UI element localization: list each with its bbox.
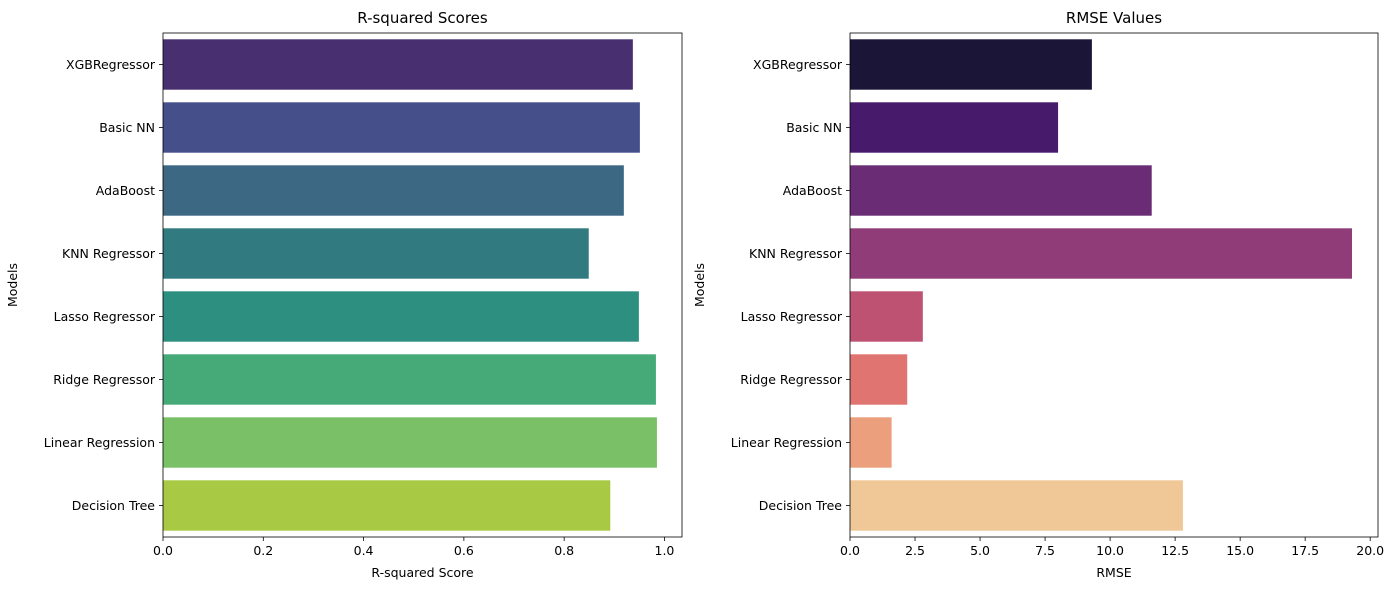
rmse-ytick-label-lasso-regressor: Lasso Regressor xyxy=(741,309,843,324)
r2-bar-knn-regressor xyxy=(163,228,589,279)
rmse-xtick-label: 20.0 xyxy=(1356,543,1384,558)
r2-bar-decision-tree xyxy=(163,480,611,531)
r2-plot-frame xyxy=(162,32,683,538)
rmse-ytick-label-adaboost: AdaBoost xyxy=(783,183,842,198)
r2-ytick-label-adaboost: AdaBoost xyxy=(96,183,155,198)
r-squared-chart: XGBRegressor Basic NN AdaBoost KNN Regresso… xyxy=(5,9,683,580)
r2-bar-xgbregressor xyxy=(163,39,633,90)
r2-xtick-label: 0.0 xyxy=(153,543,173,558)
rmse-bar-knn-regressor xyxy=(850,228,1352,279)
r2-ytick-label-linear-regression: Linear Regression xyxy=(44,435,155,450)
rmse-xtick-label: 12.5 xyxy=(1161,543,1189,558)
rmse-bar-decision-tree xyxy=(850,480,1183,531)
r2-chart-title: R-squared Scores xyxy=(357,9,488,27)
r2-bar-ridge-regressor xyxy=(163,354,656,405)
r2-bar-linear-regression xyxy=(163,417,657,468)
rmse-ytick-label-xgbregressor: XGBRegressor xyxy=(753,57,843,72)
r2-bar-lasso-regressor xyxy=(163,291,639,342)
rmse-ytick-label-ridge-regressor: Ridge Regressor xyxy=(740,372,843,387)
rmse-bar-basic-nn xyxy=(850,102,1059,153)
rmse-bar-ridge-regressor xyxy=(850,354,908,405)
rmse-x-axis-title: RMSE xyxy=(1096,565,1131,580)
rmse-xtick-label: 10.0 xyxy=(1096,543,1124,558)
r2-xtick-label: 1.0 xyxy=(655,543,675,558)
r2-ytick-label-basic-nn: Basic NN xyxy=(99,120,155,135)
rmse-ytick-label-linear-regression: Linear Regression xyxy=(731,435,842,450)
rmse-xtick-label: 7.5 xyxy=(1035,543,1055,558)
rmse-ytick-label-basic-nn: Basic NN xyxy=(786,120,842,135)
rmse-xtick-label: 15.0 xyxy=(1226,543,1254,558)
r2-x-axis-title: R-squared Score xyxy=(371,565,474,580)
rmse-y-axis-title: Models xyxy=(692,263,707,307)
rmse-xtick-label: 2.5 xyxy=(905,543,925,558)
r2-xtick-label: 0.4 xyxy=(354,543,374,558)
r2-xtick-label: 0.8 xyxy=(554,543,574,558)
rmse-ytick-label-decision-tree: Decision Tree xyxy=(759,498,843,513)
rmse-bar-adaboost xyxy=(850,165,1152,216)
rmse-bar-lasso-regressor xyxy=(850,291,923,342)
r2-ytick-label-ridge-regressor: Ridge Regressor xyxy=(53,372,156,387)
rmse-xtick-label: 5.0 xyxy=(970,543,990,558)
r2-ytick-label-decision-tree: Decision Tree xyxy=(72,498,156,513)
r2-ytick-label-lasso-regressor: Lasso Regressor xyxy=(54,309,156,324)
r2-bar-basic-nn xyxy=(163,102,640,153)
rmse-chart-title: RMSE Values xyxy=(1066,9,1162,27)
r2-ytick-label-knn-regressor: KNN Regressor xyxy=(62,246,156,261)
rmse-ytick-label-knn-regressor: KNN Regressor xyxy=(749,246,843,261)
rmse-bar-linear-regression xyxy=(850,417,892,468)
r2-y-axis-title: Models xyxy=(5,263,20,307)
rmse-plot-frame xyxy=(849,32,1379,538)
rmse-xtick-label: 0.0 xyxy=(840,543,860,558)
r2-bar-adaboost xyxy=(163,165,624,216)
rmse-xtick-label: 17.5 xyxy=(1291,543,1319,558)
rmse-chart: XGBRegressor Basic NN AdaBoost KNN Regresso… xyxy=(692,9,1384,580)
rmse-bar-xgbregressor xyxy=(850,39,1092,90)
r2-xtick-label: 0.6 xyxy=(454,543,474,558)
r2-xtick-label: 0.2 xyxy=(253,543,273,558)
r2-ytick-label-xgbregressor: XGBRegressor xyxy=(66,57,156,72)
